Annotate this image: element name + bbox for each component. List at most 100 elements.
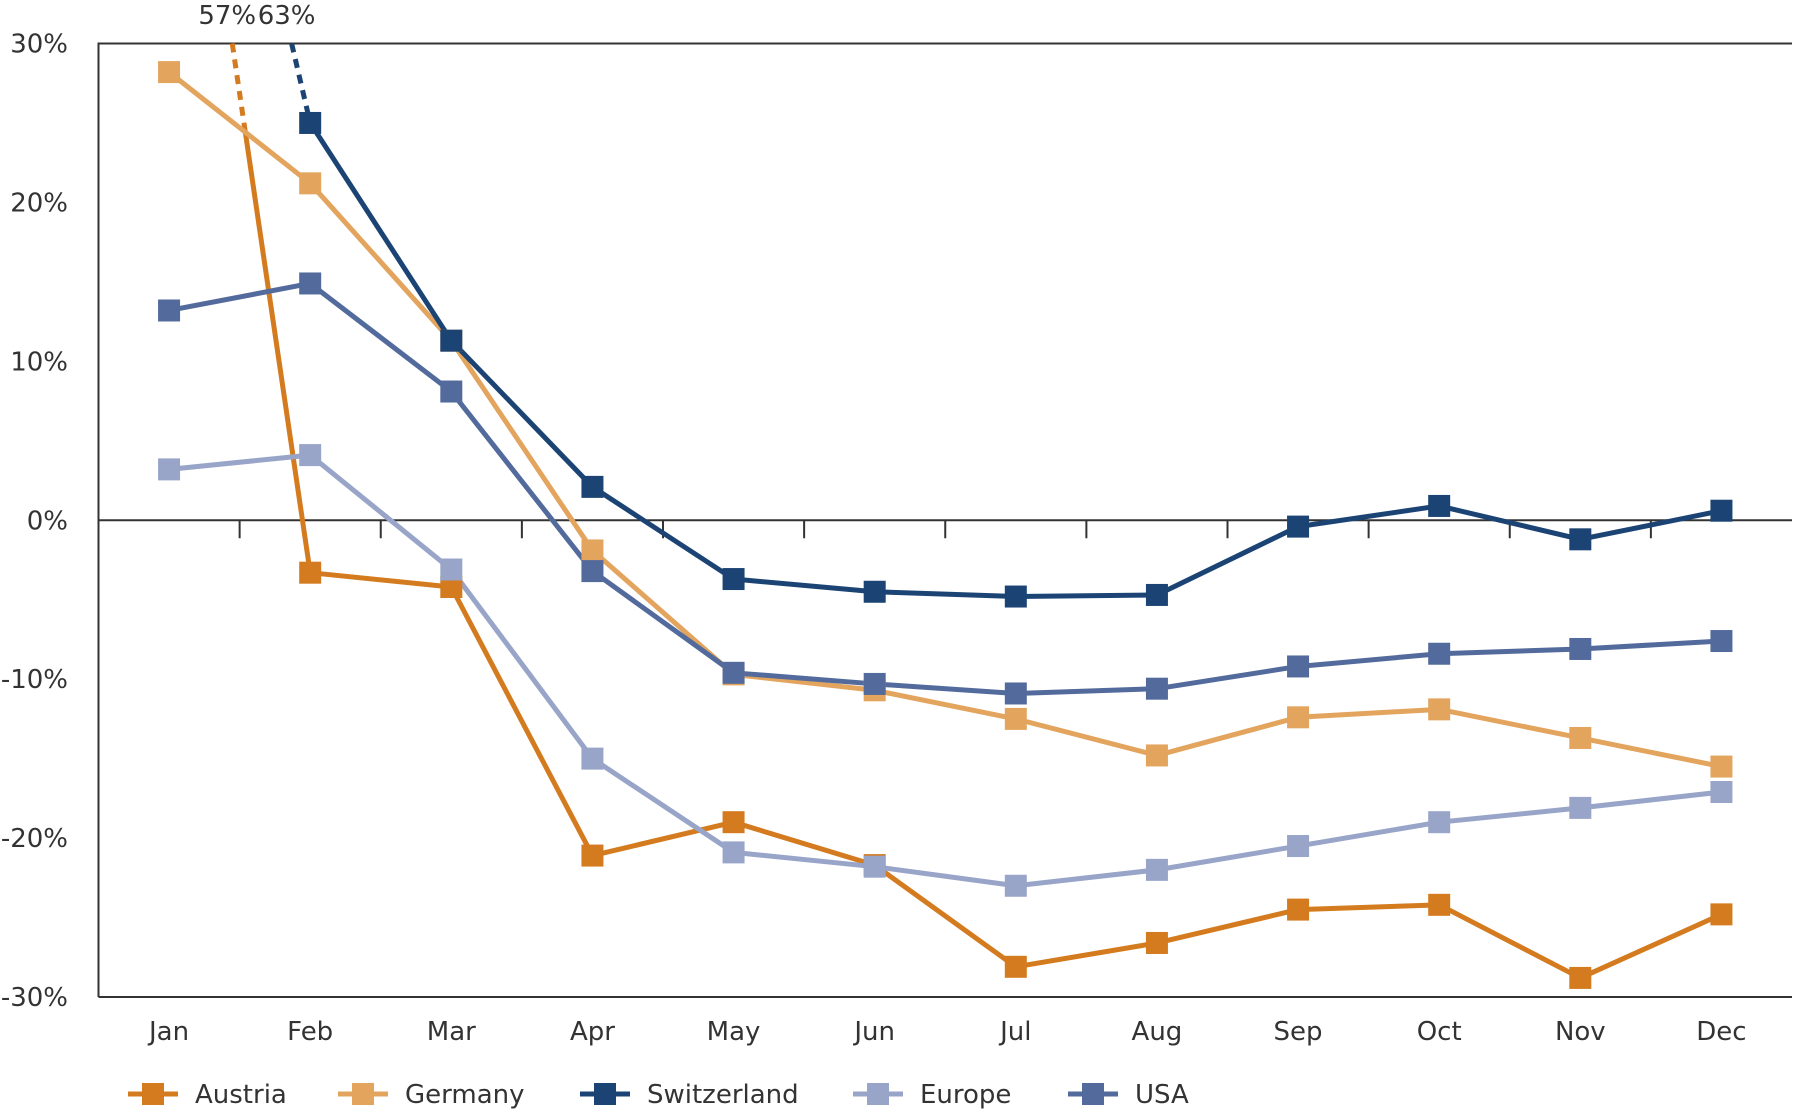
data-point-marker bbox=[440, 575, 463, 598]
series-line bbox=[1015, 940, 1158, 970]
data-point-marker bbox=[1145, 677, 1168, 700]
series-line bbox=[241, 122, 313, 574]
legend-marker bbox=[1082, 1083, 1104, 1105]
series-line bbox=[1297, 503, 1440, 530]
y-tick-label: -20% bbox=[1, 824, 68, 854]
data-point-marker bbox=[1287, 655, 1310, 678]
data-point-marker bbox=[1287, 898, 1310, 921]
offscale-value-label: 63% bbox=[258, 1, 316, 31]
series-line bbox=[874, 589, 1016, 600]
legend-marker bbox=[594, 1083, 616, 1105]
legend-item: Switzerland bbox=[580, 1080, 799, 1110]
data-point-marker bbox=[1145, 931, 1168, 954]
x-tick-label: May bbox=[707, 1017, 761, 1047]
series-line bbox=[874, 687, 1017, 722]
series-line bbox=[449, 339, 595, 552]
data-point-marker bbox=[440, 380, 463, 403]
data-point-marker bbox=[581, 747, 604, 770]
series-line bbox=[1297, 902, 1440, 913]
series-line bbox=[1155, 524, 1300, 598]
series-line bbox=[873, 863, 1018, 969]
series-line bbox=[308, 121, 454, 343]
legend-label: Germany bbox=[405, 1080, 525, 1110]
data-point-marker bbox=[1145, 744, 1168, 767]
series-line bbox=[874, 681, 1016, 696]
x-tick-label: Feb bbox=[287, 1017, 333, 1047]
data-point-marker bbox=[1569, 637, 1592, 660]
y-tick-label: -10% bbox=[1, 665, 68, 695]
legend-marker bbox=[142, 1083, 164, 1105]
data-point-marker bbox=[1287, 515, 1310, 538]
x-tick-label: Jan bbox=[147, 1017, 189, 1047]
series-line bbox=[590, 569, 736, 675]
series-line bbox=[449, 338, 595, 489]
data-point-marker bbox=[158, 299, 181, 322]
series-line bbox=[1297, 819, 1440, 849]
data-point-marker bbox=[581, 560, 604, 583]
series-line bbox=[167, 70, 312, 186]
data-point-marker bbox=[299, 172, 322, 195]
x-tick-label: Aug bbox=[1132, 1017, 1183, 1047]
series-line bbox=[168, 452, 311, 472]
x-tick-label: Nov bbox=[1555, 1017, 1606, 1047]
data-point-marker bbox=[1569, 966, 1592, 989]
series-line bbox=[1156, 663, 1299, 692]
y-tick-label: 20% bbox=[10, 188, 68, 218]
data-point-marker bbox=[1710, 755, 1733, 778]
data-point-marker bbox=[1287, 835, 1310, 858]
series-line bbox=[1156, 907, 1299, 946]
offscale-value-label: 57% bbox=[198, 1, 256, 31]
y-tick-label: 10% bbox=[10, 347, 68, 377]
series-line bbox=[168, 281, 311, 313]
legend-label: Europe bbox=[920, 1080, 1011, 1110]
legend-marker bbox=[867, 1083, 889, 1105]
series-line bbox=[591, 756, 735, 855]
series-line bbox=[1439, 646, 1581, 657]
series-line bbox=[874, 864, 1017, 889]
data-point-marker bbox=[158, 61, 181, 84]
data-point-marker bbox=[722, 811, 745, 834]
series-line bbox=[449, 389, 595, 573]
data-point-marker bbox=[1428, 494, 1451, 517]
series-line bbox=[591, 819, 735, 858]
series-line bbox=[1438, 706, 1581, 741]
data-point-marker bbox=[581, 539, 604, 562]
y-tick-label: -30% bbox=[1, 983, 68, 1013]
legend-item: Germany bbox=[338, 1080, 525, 1110]
series-line bbox=[1297, 706, 1440, 720]
series-line bbox=[1579, 912, 1723, 981]
legend-item: Europe bbox=[853, 1080, 1011, 1110]
x-tick-label: Mar bbox=[427, 1017, 476, 1047]
series-line bbox=[449, 585, 595, 857]
series-line bbox=[308, 453, 453, 572]
series-line bbox=[733, 670, 875, 687]
series-line bbox=[1156, 843, 1299, 873]
series-line bbox=[1580, 638, 1722, 652]
data-point-marker bbox=[1569, 726, 1592, 749]
data-point-marker bbox=[1287, 706, 1310, 729]
data-point-marker bbox=[440, 329, 463, 352]
data-point-marker bbox=[1710, 499, 1733, 522]
legend-label: Austria bbox=[195, 1080, 287, 1110]
data-point-marker bbox=[299, 561, 322, 584]
data-point-marker bbox=[722, 568, 745, 591]
data-point-marker bbox=[1710, 903, 1733, 926]
data-point-marker bbox=[1428, 698, 1451, 721]
x-tick-label: Sep bbox=[1274, 1017, 1323, 1047]
legend-label: Switzerland bbox=[647, 1080, 799, 1110]
data-point-marker bbox=[1004, 682, 1027, 705]
x-tick-label: Apr bbox=[570, 1017, 615, 1047]
series-line bbox=[449, 568, 595, 761]
series-line bbox=[1580, 789, 1722, 811]
data-point-marker bbox=[722, 841, 745, 864]
data-point-marker bbox=[440, 558, 463, 581]
series-line-offscale bbox=[289, 43, 313, 124]
x-tick-label: Oct bbox=[1417, 1017, 1462, 1047]
series-line-offscale bbox=[229, 43, 247, 124]
series-line bbox=[732, 819, 876, 868]
plot-frame bbox=[97, 42, 1792, 997]
series-line bbox=[309, 570, 452, 590]
series-line bbox=[733, 576, 875, 595]
data-point-marker bbox=[1145, 858, 1168, 881]
